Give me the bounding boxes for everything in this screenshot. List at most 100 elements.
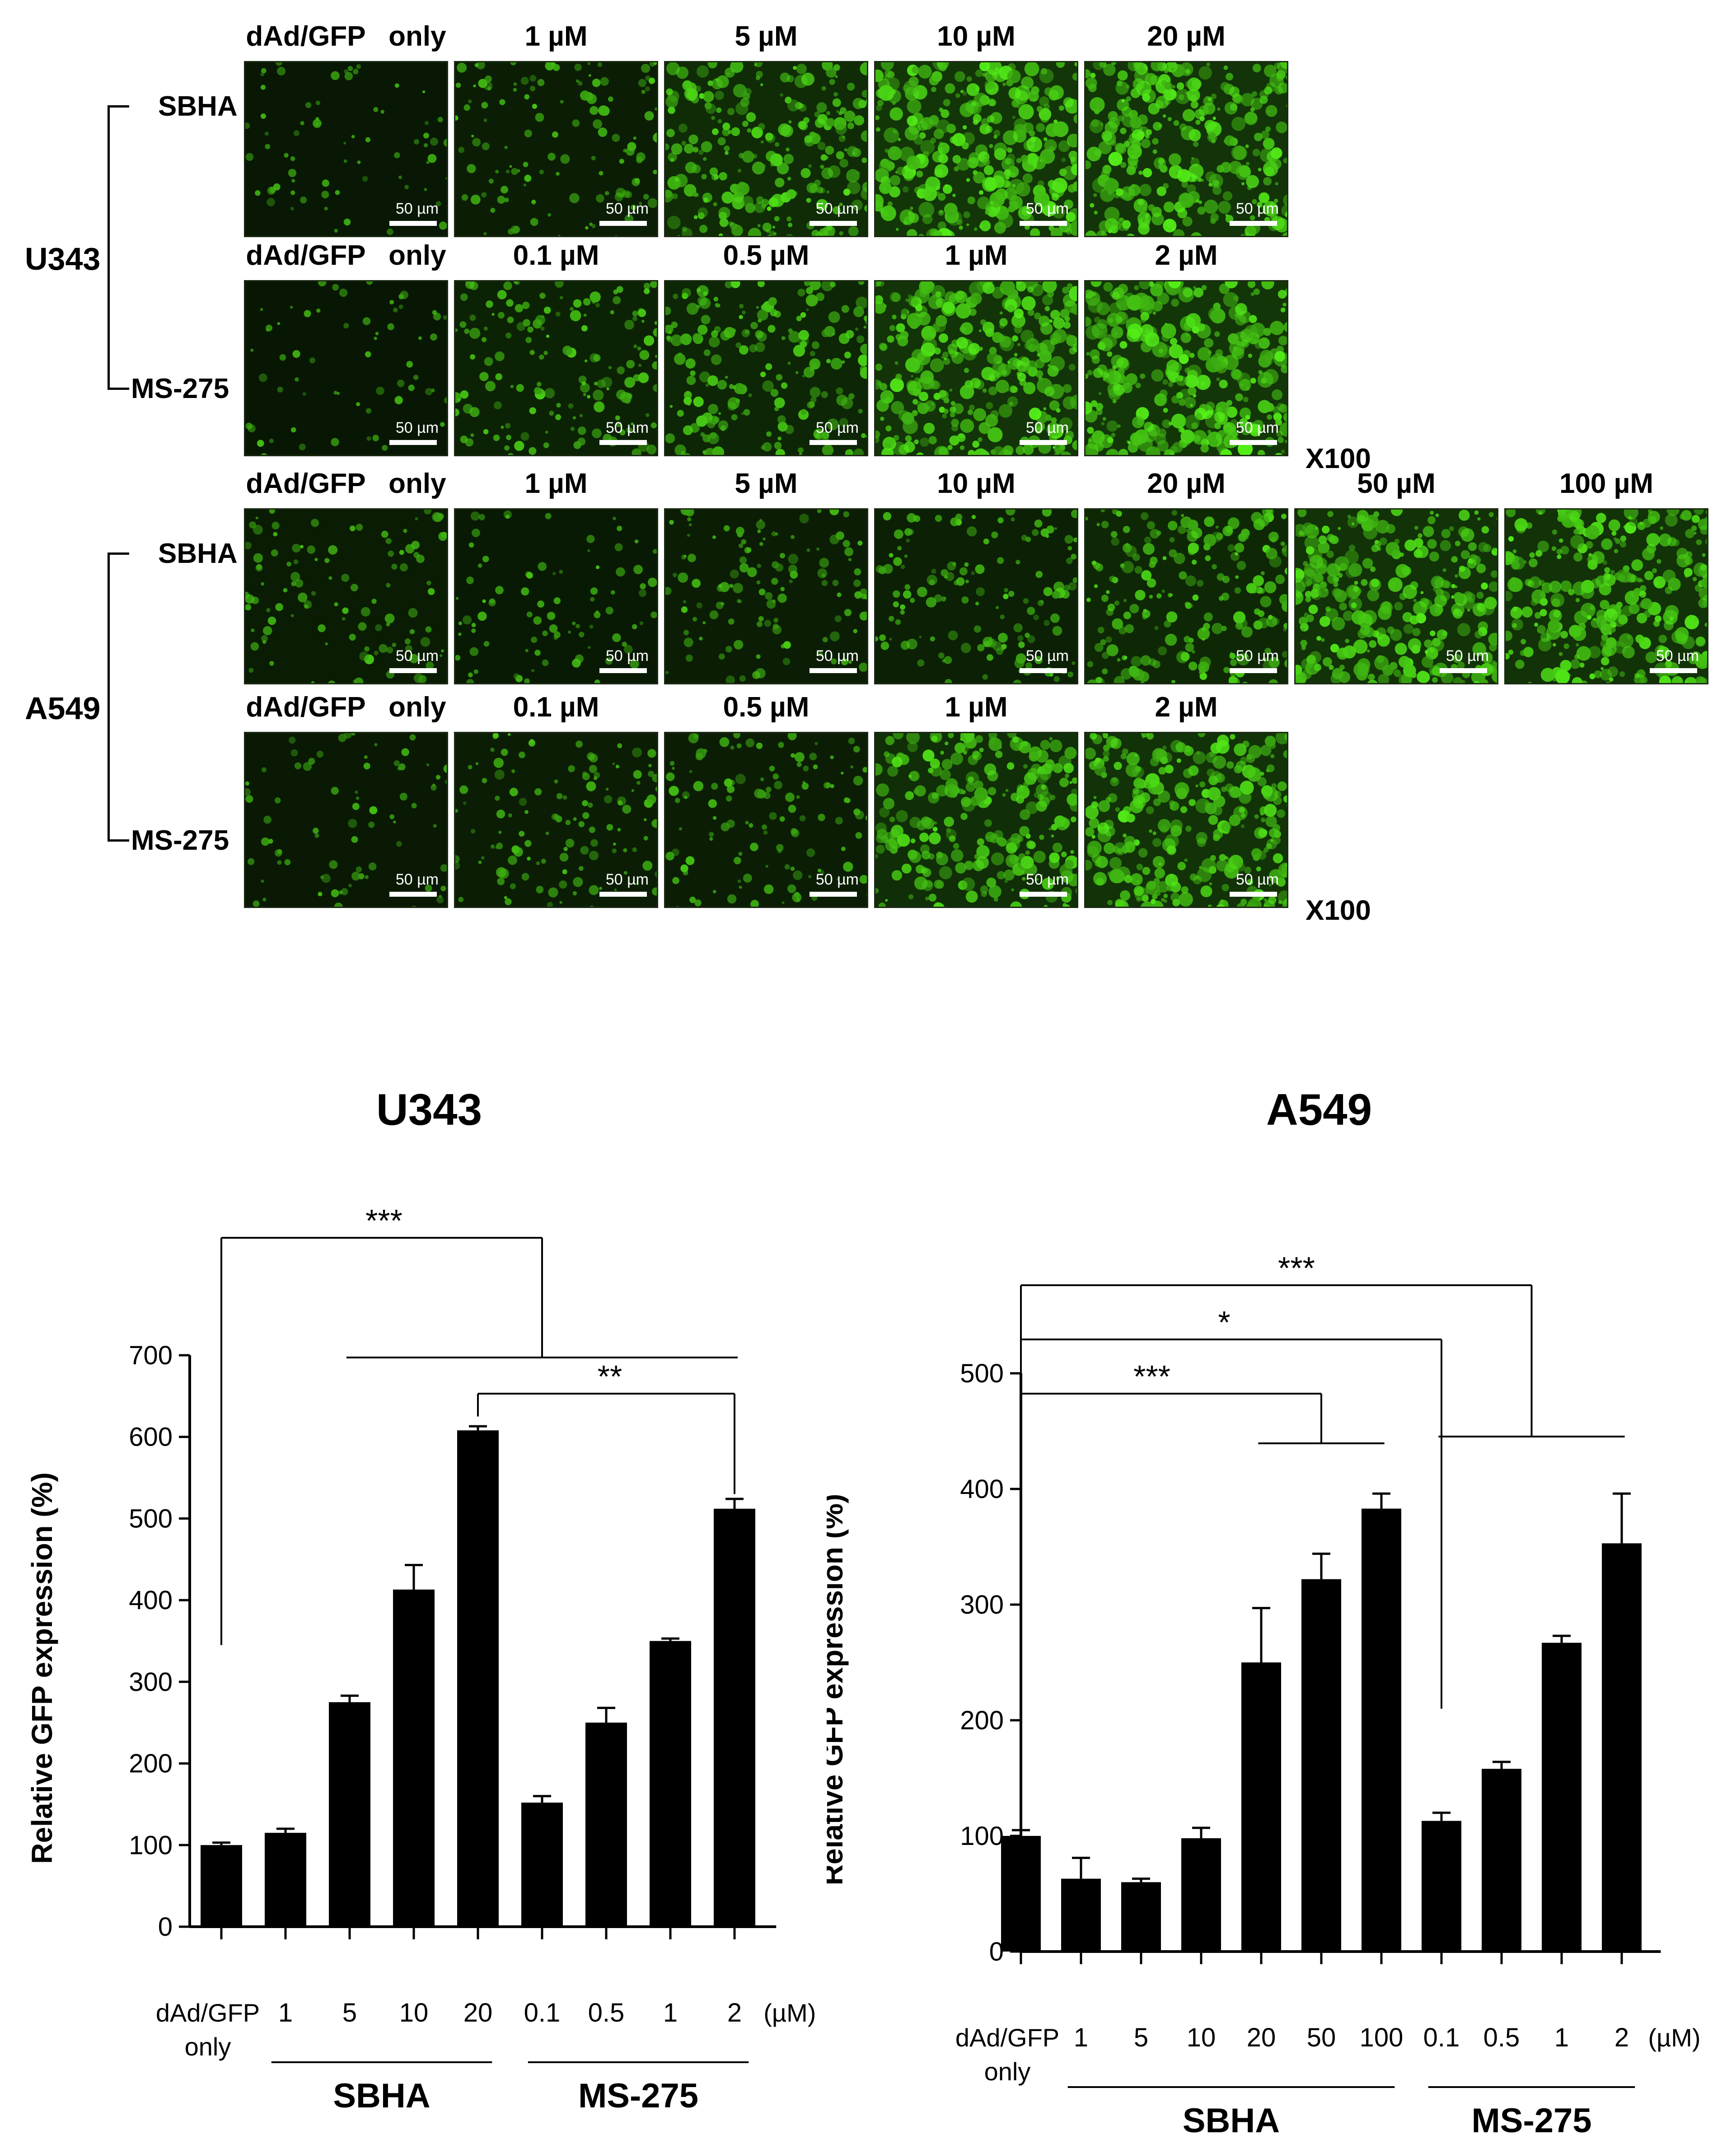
significance-label: ** xyxy=(598,1359,622,1394)
group-label: MS-275 xyxy=(1471,2102,1591,2140)
micrograph-image: 50 µm xyxy=(874,732,1078,908)
bar xyxy=(1001,1836,1041,1952)
bar xyxy=(714,1508,755,1927)
condition-label: 20 µM xyxy=(1147,468,1226,499)
micrograph-image: 50 µm xyxy=(1504,508,1708,684)
fluorescence-image xyxy=(1086,281,1287,455)
scale-bar xyxy=(389,668,437,673)
scale-bar-label: 50 µm xyxy=(1656,647,1699,665)
fluorescence-image xyxy=(1086,510,1287,683)
x-tick-label: 1 xyxy=(663,1998,678,2027)
fluorescence-image xyxy=(875,281,1077,455)
scale-bar xyxy=(599,440,647,445)
unit-label: (µM) xyxy=(1648,2023,1700,2052)
scale-bar-label: 50 µm xyxy=(395,419,439,436)
scale-bar xyxy=(1230,892,1277,897)
scale-bar xyxy=(810,668,857,673)
y-tick-label: 500 xyxy=(960,1359,1004,1388)
significance-label: *** xyxy=(365,1203,402,1238)
fluorescence-image xyxy=(665,281,867,455)
x-tick-label: only xyxy=(185,2032,231,2061)
condition-label: 0.5 µM xyxy=(723,692,810,723)
bar xyxy=(521,1802,563,1927)
fluorescence-image xyxy=(875,510,1077,683)
fluorescence-image xyxy=(245,62,447,236)
magnification-label: X100 xyxy=(1306,895,1371,926)
condition-label: 0.5 µM xyxy=(723,240,810,271)
scale-bar-label: 50 µm xyxy=(1235,200,1279,217)
condition-label: 2 µM xyxy=(1155,692,1218,723)
scale-bar-label: 50 µm xyxy=(1025,647,1069,665)
scale-bar-label: 50 µm xyxy=(395,200,439,217)
scale-bar-label: 50 µm xyxy=(1025,419,1069,436)
cell-line-label: A549 xyxy=(25,690,101,726)
group-label: MS-275 xyxy=(578,2077,698,2115)
bar xyxy=(457,1430,499,1927)
significance-label: * xyxy=(1218,1305,1230,1340)
scale-bar xyxy=(1230,668,1277,673)
condition-label: 1 µM xyxy=(524,21,588,52)
micrograph-image: 50 µm xyxy=(454,61,658,237)
condition-label: 5 µM xyxy=(735,468,798,499)
micrograph-image: 50 µm xyxy=(664,61,868,237)
condition-label: dAd/GFP only xyxy=(246,21,446,52)
drug-row-label: MS-275 xyxy=(131,825,229,856)
condition-label: 1 µM xyxy=(945,692,1008,723)
micrograph-image: 50 µm xyxy=(1084,280,1288,456)
chart-title-u343: U343 xyxy=(376,1085,482,1134)
bracket-tick xyxy=(108,388,129,390)
group-label: SBHA xyxy=(1183,2102,1280,2140)
fluorescence-image xyxy=(875,62,1077,236)
y-tick-label: 400 xyxy=(129,1586,173,1615)
group-label: SBHA xyxy=(333,2077,430,2115)
condition-label: 1 µM xyxy=(945,240,1008,271)
micrograph-image: 50 µm xyxy=(664,508,868,684)
scale-bar-label: 50 µm xyxy=(605,419,649,436)
fluorescence-image xyxy=(1506,510,1707,683)
scale-bar xyxy=(1440,668,1487,673)
chart-title-a549: A549 xyxy=(1266,1085,1372,1134)
fluorescence-image xyxy=(665,62,867,236)
micrograph-image: 50 µm xyxy=(454,732,658,908)
fluorescence-image xyxy=(245,510,447,683)
scale-bar xyxy=(1230,221,1277,226)
x-tick-label: 20 xyxy=(463,1998,493,2027)
fluorescence-image xyxy=(665,510,867,683)
condition-label: 0.1 µM xyxy=(513,240,599,271)
micrograph-image: 50 µm xyxy=(454,508,658,684)
condition-label: dAd/GFP only xyxy=(246,692,446,723)
x-tick-label: only xyxy=(984,2057,1031,2086)
scale-bar xyxy=(1020,440,1067,445)
condition-label: 10 µM xyxy=(937,468,1015,499)
fluorescence-image xyxy=(245,733,447,907)
fluorescence-image xyxy=(455,510,657,683)
bar xyxy=(1301,1579,1341,1952)
micrograph-image: 50 µm xyxy=(1084,732,1288,908)
bar xyxy=(585,1723,627,1927)
bar xyxy=(1362,1508,1401,1952)
bar xyxy=(1121,1882,1161,1952)
bar xyxy=(329,1702,370,1927)
bracket-tick xyxy=(108,105,129,108)
micrograph-image: 50 µm xyxy=(874,61,1078,237)
scale-bar-label: 50 µm xyxy=(1446,647,1489,665)
y-tick-label: 300 xyxy=(960,1590,1004,1620)
scale-bar xyxy=(389,221,437,226)
drug-row-label: SBHA xyxy=(158,538,238,569)
condition-label: 1 µM xyxy=(524,468,588,499)
bracket-tick xyxy=(108,552,129,555)
scale-bar-label: 50 µm xyxy=(815,200,859,217)
y-tick-label: 400 xyxy=(960,1475,1004,1504)
x-tick-label: 1 xyxy=(1554,2023,1569,2052)
bar xyxy=(1181,1838,1221,1952)
fluorescence-image xyxy=(1086,733,1287,907)
scale-bar-label: 50 µm xyxy=(815,647,859,665)
scale-bar xyxy=(1650,668,1697,673)
micrograph-image: 50 µm xyxy=(874,280,1078,456)
micrograph-image: 50 µm xyxy=(1084,508,1288,684)
bar xyxy=(1061,1878,1101,1952)
y-tick-label: 300 xyxy=(129,1667,173,1697)
scale-bar-label: 50 µm xyxy=(605,200,649,217)
bar xyxy=(201,1845,242,1927)
